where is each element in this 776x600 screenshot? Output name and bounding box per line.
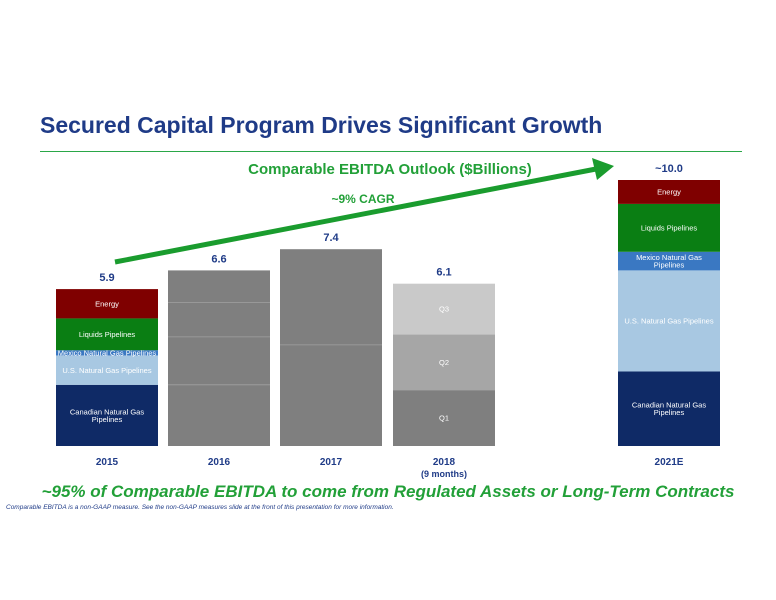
segment-label-2021E-1-line1: Canadian Natural Gas — [632, 401, 706, 410]
total-label-2017: 7.4 — [323, 232, 339, 244]
total-label-2015: 5.9 — [99, 272, 114, 284]
cagr-arrow-head — [592, 158, 614, 180]
category-label-2021E: 2021E — [655, 457, 684, 468]
cagr-arrow-line — [114, 166, 597, 265]
footnote: Comparable EBITDA is a non-GAAP measure.… — [6, 504, 394, 511]
bar-segment-2015-5 — [56, 289, 158, 319]
total-label-2018: 6.1 — [436, 267, 451, 279]
bar-segment-2016-1 — [168, 384, 270, 446]
bar-segment-2021E-2 — [618, 270, 720, 372]
category-note-2018: (9 months) — [421, 469, 467, 479]
segment-label-2021E-3-line2: Pipelines — [654, 261, 685, 270]
segment-label-2018-3: Q3 — [439, 305, 449, 314]
bar-segment-2021E-3 — [618, 251, 720, 271]
bar-segment-2015-2 — [56, 355, 158, 385]
segment-label-2021E-2: U.S. Natural Gas Pipelines — [624, 317, 713, 326]
cagr-annotation: ~9% CAGR — [331, 192, 394, 206]
bar-segment-2015-4 — [56, 318, 158, 351]
category-label-2016: 2016 — [208, 457, 231, 468]
total-label-2021E: ~10.0 — [655, 163, 683, 175]
chart-footer-statement: ~95% of Comparable EBITDA to come from R… — [41, 482, 735, 501]
bar-segment-2015-3 — [56, 350, 158, 356]
chart-title: Comparable EBITDA Outlook ($Billions) — [248, 161, 532, 178]
bar-segment-2018-1 — [393, 390, 495, 446]
segment-label-2015-5: Energy — [95, 299, 119, 308]
total-label-2016: 6.6 — [211, 253, 226, 265]
segment-label-2018-1: Q1 — [439, 414, 449, 423]
segment-label-2021E-4: Liquids Pipelines — [641, 224, 698, 233]
bar-segment-2018-2 — [393, 334, 495, 391]
bar-segment-2021E-1 — [618, 371, 720, 446]
segment-label-2021E-3-line1: Mexico Natural Gas — [636, 253, 702, 262]
page-title: Secured Capital Program Drives Significa… — [40, 112, 603, 138]
bar-segment-2015-1 — [56, 384, 158, 446]
segment-label-2018-2: Q2 — [439, 358, 449, 367]
category-label-2015: 2015 — [96, 457, 119, 468]
segment-label-2015-2: U.S. Natural Gas Pipelines — [62, 366, 151, 375]
bar-segment-2016-3 — [168, 302, 270, 337]
segment-label-2021E-1-line2: Pipelines — [654, 408, 685, 417]
segment-label-2015-4: Liquids Pipelines — [79, 330, 136, 339]
bar-segment-2017-2 — [280, 249, 382, 345]
category-label-2018: 2018 — [433, 457, 456, 468]
segment-label-2015-1-line1: Canadian Natural Gas — [70, 407, 144, 416]
category-label-2017: 2017 — [320, 457, 343, 468]
bar-segment-2016-2 — [168, 336, 270, 385]
segment-label-2021E-5: Energy — [657, 188, 681, 197]
bar-segment-2021E-5 — [618, 180, 720, 204]
title-divider — [40, 151, 742, 152]
bar-segment-2021E-4 — [618, 203, 720, 252]
bar-segment-2016-4 — [168, 270, 270, 303]
bar-segment-2017-1 — [280, 344, 382, 446]
segment-label-2015-1-line2: Pipelines — [92, 415, 123, 424]
bar-segment-2018-3 — [393, 283, 495, 335]
segment-label-2015-3: Mexico Natural Gas Pipelines — [58, 349, 157, 358]
